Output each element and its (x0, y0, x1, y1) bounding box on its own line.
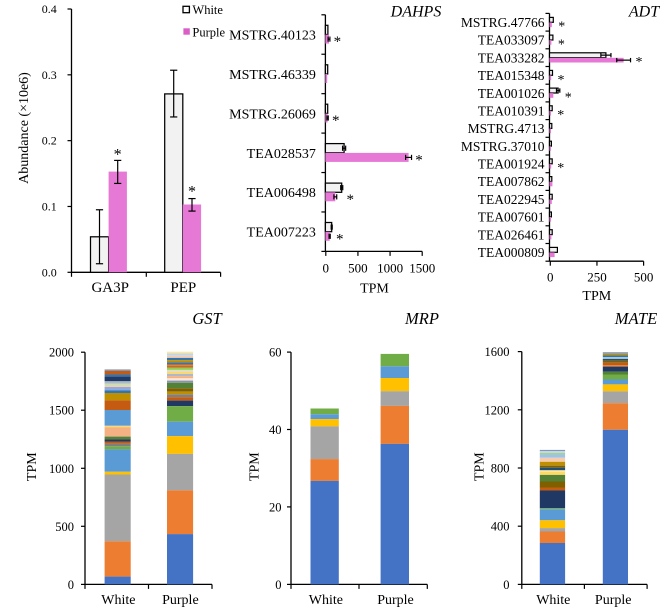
svg-text:Purple: Purple (595, 593, 632, 608)
svg-text:GST: GST (192, 309, 223, 328)
svg-text:TEA022945: TEA022945 (478, 192, 545, 207)
svg-text:TEA010391: TEA010391 (478, 104, 545, 119)
svg-text:PEP: PEP (170, 280, 196, 296)
svg-text:White: White (536, 593, 570, 608)
svg-text:*: * (334, 34, 342, 50)
svg-text:40: 40 (269, 423, 282, 437)
svg-text:GA3P: GA3P (91, 280, 129, 296)
svg-text:TEA000809: TEA000809 (478, 245, 545, 260)
svg-text:*: * (188, 184, 196, 201)
svg-text:500: 500 (55, 520, 74, 534)
svg-text:800: 800 (491, 462, 510, 476)
svg-text:TEA001026: TEA001026 (478, 86, 545, 101)
svg-text:DAHPS: DAHPS (390, 4, 442, 21)
svg-text:0: 0 (323, 261, 330, 276)
svg-text:TEA001924: TEA001924 (478, 157, 545, 172)
svg-text:TEA006498: TEA006498 (247, 186, 316, 201)
svg-text:20: 20 (269, 500, 282, 514)
svg-text:TEA007862: TEA007862 (478, 174, 545, 189)
svg-text:0.1: 0.1 (42, 200, 57, 214)
svg-text:0: 0 (547, 270, 554, 285)
svg-text:TEA007601: TEA007601 (478, 210, 545, 225)
svg-text:1000: 1000 (377, 261, 403, 276)
svg-text:1600: 1600 (485, 345, 510, 359)
svg-text:0: 0 (68, 578, 74, 592)
svg-text:250: 250 (587, 270, 607, 285)
svg-text:0.0: 0.0 (42, 265, 57, 279)
svg-text:0.3: 0.3 (42, 68, 57, 82)
svg-text:ADT: ADT (628, 4, 660, 21)
svg-text:*: * (557, 161, 564, 176)
svg-text:TEA007223: TEA007223 (247, 226, 316, 241)
svg-text:*: * (636, 55, 643, 70)
svg-text:MSTRG.26069: MSTRG.26069 (229, 107, 316, 122)
svg-text:*: * (332, 113, 340, 129)
svg-text:1500: 1500 (409, 261, 435, 276)
svg-text:2000: 2000 (49, 346, 74, 360)
svg-text:TEA033097: TEA033097 (478, 33, 545, 48)
svg-text:Purple: Purple (377, 593, 414, 608)
svg-text:TPM: TPM (248, 452, 263, 481)
svg-text:White: White (101, 593, 135, 608)
svg-text:1000: 1000 (49, 462, 74, 476)
svg-text:White: White (309, 593, 343, 608)
svg-text:MSTRG.4713: MSTRG.4713 (468, 121, 545, 136)
svg-text:*: * (558, 20, 565, 35)
svg-text:MSTRG.46339: MSTRG.46339 (229, 68, 316, 83)
svg-text:White: White (192, 3, 223, 17)
svg-text:Abundance (×10e6): Abundance (×10e6) (17, 72, 32, 184)
svg-text:MSTRG.37010: MSTRG.37010 (461, 139, 545, 154)
svg-text:*: * (415, 152, 423, 168)
svg-text:1200: 1200 (485, 403, 510, 417)
svg-text:Purple: Purple (192, 25, 225, 39)
svg-text:60: 60 (269, 346, 282, 360)
svg-text:400: 400 (491, 520, 510, 534)
svg-text:MRP: MRP (404, 309, 439, 328)
svg-text:500: 500 (348, 261, 368, 276)
svg-text:MSTRG.40123: MSTRG.40123 (229, 29, 316, 44)
svg-text:*: * (557, 108, 564, 123)
svg-text:1500: 1500 (49, 404, 74, 418)
svg-text:*: * (336, 231, 344, 247)
svg-text:500: 500 (634, 270, 654, 285)
svg-text:*: * (558, 37, 565, 52)
svg-text:TPM: TPM (25, 452, 40, 481)
svg-text:TPM: TPM (360, 282, 389, 297)
svg-text:TPM: TPM (582, 289, 611, 304)
svg-text:TEA026461: TEA026461 (478, 227, 545, 242)
svg-text:*: * (558, 73, 565, 88)
svg-text:0: 0 (503, 578, 509, 592)
svg-text:*: * (114, 147, 122, 164)
svg-text:0: 0 (275, 578, 281, 592)
svg-text:Purple: Purple (162, 593, 199, 608)
svg-text:*: * (347, 192, 355, 208)
svg-text:0.2: 0.2 (42, 134, 57, 148)
svg-text:0.4: 0.4 (42, 2, 57, 16)
svg-text:TEA033282: TEA033282 (478, 50, 545, 65)
svg-text:MATE: MATE (614, 309, 657, 328)
svg-text:TPM: TPM (473, 452, 488, 481)
svg-text:TEA015348: TEA015348 (478, 68, 545, 83)
svg-text:*: * (565, 91, 572, 106)
svg-text:TEA028537: TEA028537 (247, 147, 316, 162)
svg-text:MSTRG.47766: MSTRG.47766 (461, 15, 545, 30)
